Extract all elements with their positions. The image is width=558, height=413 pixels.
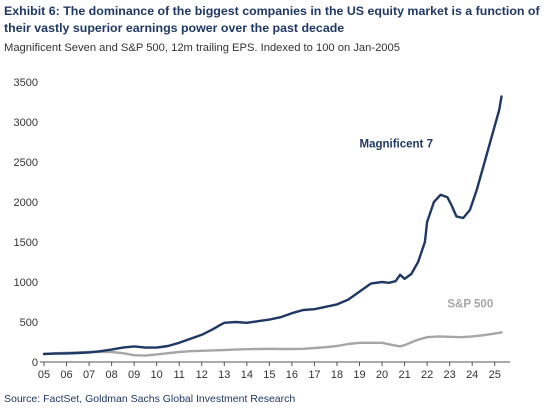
- x-tick-label-19: 24: [466, 369, 478, 381]
- x-tick-label-2: 07: [83, 369, 95, 381]
- chart-subtitle: Magnificent Seven and S&P 500, 12m trail…: [4, 42, 400, 54]
- x-tick-label-3: 08: [105, 369, 117, 381]
- x-tick-label-4: 09: [128, 369, 140, 381]
- x-tick-label-17: 22: [421, 369, 433, 381]
- series-layer: [42, 95, 503, 357]
- y-tick-label-0: 0: [32, 357, 38, 369]
- chart-title: Exhibit 6: The dominance of the biggest …: [4, 4, 540, 35]
- x-tick-label-5: 10: [151, 369, 163, 381]
- x-tick-label-6: 11: [174, 369, 185, 381]
- x-tick-label-0: 05: [38, 369, 50, 381]
- x-tick-label-13: 18: [331, 369, 343, 381]
- x-tick-label-14: 19: [353, 369, 365, 381]
- x-tick-label-1: 06: [60, 369, 72, 381]
- x-axis: 05 06 07 08 09 10 11 12 13 14 15 16 17 18 19 20 21 22 23 24…: [38, 362, 501, 381]
- annotation-layer: Magnificent 7 S&P 500: [360, 139, 494, 311]
- series-line-s-p-500: [42, 331, 503, 357]
- x-tick-label-10: 15: [263, 369, 275, 381]
- x-tick-label-8: 13: [218, 369, 230, 381]
- x-tick-label-9: 14: [241, 369, 253, 381]
- x-tick-label-20: 25: [489, 369, 501, 381]
- y-tick-label-5: 2500: [14, 157, 38, 169]
- source-note: Source: FactSet, Goldman Sachs Global In…: [4, 393, 296, 405]
- series-label-magnificent-7: Magnificent 7: [360, 139, 433, 151]
- series-label-s-p-500: S&P 500: [447, 299, 493, 311]
- y-tick-label-4: 2000: [14, 197, 38, 209]
- x-tick-label-16: 21: [398, 369, 410, 381]
- x-tick-label-15: 20: [376, 369, 388, 381]
- series-line-magnificent-7: [42, 95, 503, 356]
- x-tick-label-11: 16: [286, 369, 298, 381]
- x-tick-label-18: 23: [444, 369, 456, 381]
- x-tick-label-12: 17: [308, 369, 320, 381]
- y-axis: 0 500 1000 1500 2000 2500 3000 3500: [14, 77, 38, 369]
- x-tick-label-7: 12: [196, 369, 208, 381]
- y-tick-label-6: 3000: [14, 117, 38, 129]
- y-tick-label-2: 1000: [14, 277, 38, 289]
- y-tick-label-1: 500: [20, 317, 38, 329]
- y-tick-label-3: 1500: [14, 237, 38, 249]
- y-tick-label-7: 3500: [14, 77, 38, 89]
